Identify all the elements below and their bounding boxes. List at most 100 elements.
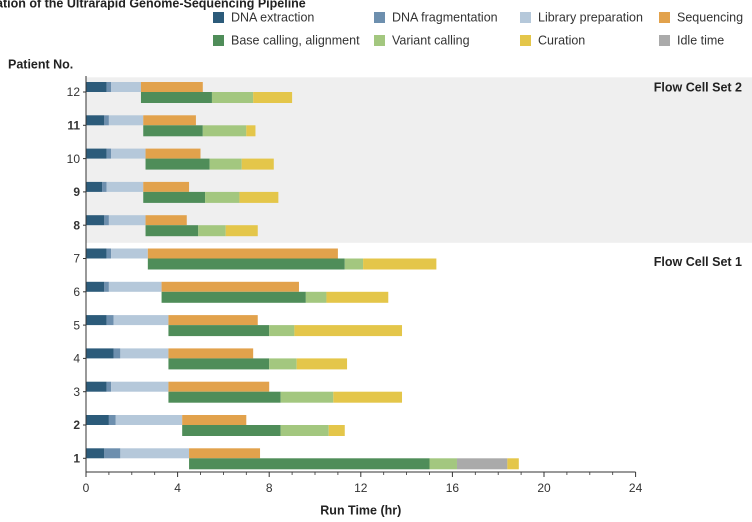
patient-row-2: 2: [73, 415, 345, 436]
bar-2-variant_calling: [280, 425, 329, 436]
legend-label-dna_fragmentation: DNA fragmentation: [392, 10, 498, 24]
bar-8-curation: [225, 225, 258, 237]
bar-4-dna_extraction: [86, 348, 114, 359]
bar-9-variant_calling: [205, 191, 240, 203]
bar-4-base_calling: [168, 358, 270, 370]
patient-row-3: 3: [73, 381, 403, 403]
patient-row-12: 12: [67, 82, 293, 103]
bar-10-dna_fragmentation: [106, 148, 112, 159]
bar-6-variant_calling: [305, 291, 327, 303]
patient-label-4: 4: [73, 352, 80, 366]
bar-11-dna_extraction: [86, 115, 105, 126]
group-label-flow-cell-set-1: Flow Cell Set 1: [654, 255, 742, 269]
patient-label-7: 7: [73, 252, 80, 266]
bar-12-base_calling: [140, 92, 212, 103]
legend-label-library_preparation: Library preparation: [538, 10, 643, 24]
legend-swatch-sequencing: [659, 12, 670, 23]
bar-9-sequencing: [143, 181, 190, 192]
bar-9-base_calling: [143, 191, 206, 203]
bar-8-library_preparation: [108, 215, 146, 226]
bar-8-dna_fragmentation: [104, 215, 109, 226]
bar-11-dna_fragmentation: [104, 115, 109, 126]
legend-label-idle_time: Idle time: [677, 33, 724, 47]
bar-12-dna_fragmentation: [106, 82, 112, 92]
bar-1-library_preparation: [120, 448, 190, 459]
x-tick-label-16: 16: [446, 481, 460, 495]
x-tick-label-4: 4: [174, 481, 181, 495]
bar-7-variant_calling: [344, 258, 364, 270]
bar-10-base_calling: [145, 158, 210, 170]
bar-9-curation: [239, 191, 279, 203]
bar-4-variant_calling: [269, 358, 297, 370]
bar-11-curation: [246, 125, 256, 137]
bar-4-curation: [296, 358, 348, 370]
y-axis-title: Patient No.: [8, 57, 73, 71]
bar-4-library_preparation: [120, 348, 169, 359]
bar-8-sequencing: [145, 215, 187, 226]
patient-row-4: 4: [73, 348, 348, 370]
bar-7-base_calling: [147, 258, 345, 270]
bar-5-base_calling: [168, 325, 270, 337]
bar-5-dna_fragmentation: [106, 315, 114, 326]
bar-10-variant_calling: [209, 158, 242, 170]
patient-label-2: 2: [73, 418, 80, 432]
bar-5-sequencing: [168, 315, 258, 326]
bar-6-dna_fragmentation: [104, 281, 109, 292]
bar-7-sequencing: [147, 248, 338, 259]
bar-10-sequencing: [145, 148, 201, 159]
legend-label-dna_extraction: DNA extraction: [231, 10, 314, 24]
legend-swatch-idle_time: [659, 35, 670, 46]
chart-title: ation of the Ultrarapid Genome-Sequencin…: [0, 0, 306, 10]
legend-label-variant_calling: Variant calling: [392, 33, 470, 47]
bar-1-dna_fragmentation: [104, 448, 121, 459]
bar-3-base_calling: [168, 391, 281, 403]
bar-2-dna_extraction: [86, 415, 109, 425]
patient-label-1: 1: [73, 451, 80, 465]
legend-swatch-dna_fragmentation: [374, 12, 385, 23]
x-axis-title: Run Time (hr): [320, 503, 401, 517]
x-tick-label-12: 12: [354, 481, 368, 495]
legend-swatch-variant_calling: [374, 35, 385, 46]
bar-3-dna_fragmentation: [106, 381, 112, 392]
patient-label-12: 12: [67, 85, 81, 99]
patient-label-10: 10: [67, 152, 81, 166]
bar-11-base_calling: [143, 125, 203, 137]
bar-1-base_calling: [189, 458, 430, 470]
bar-3-library_preparation: [111, 381, 169, 392]
bar-5-variant_calling: [269, 325, 295, 337]
legend-label-curation: Curation: [538, 33, 585, 47]
bar-11-variant_calling: [202, 125, 247, 137]
bar-3-sequencing: [168, 381, 270, 392]
bar-5-dna_extraction: [86, 315, 107, 326]
bar-9-dna_fragmentation: [102, 181, 107, 192]
bar-9-library_preparation: [106, 181, 144, 192]
bar-10-library_preparation: [111, 148, 146, 159]
bar-8-variant_calling: [198, 225, 226, 237]
x-tick-label-8: 8: [266, 481, 273, 495]
patient-row-9: 9: [73, 181, 279, 203]
bar-6-base_calling: [161, 291, 306, 303]
bar-1-sequencing: [189, 448, 261, 459]
patient-label-3: 3: [73, 385, 80, 399]
patient-label-6: 6: [73, 285, 80, 299]
bar-8-dna_extraction: [86, 215, 105, 226]
bar-5-library_preparation: [113, 315, 169, 326]
bar-6-sequencing: [161, 281, 299, 292]
bar-5-curation: [294, 325, 403, 337]
bar-6-library_preparation: [108, 281, 162, 292]
patient-row-6: 6: [73, 281, 389, 303]
legend-swatch-dna_extraction: [213, 12, 224, 23]
bar-7-curation: [363, 258, 437, 270]
bar-2-sequencing: [182, 415, 247, 425]
group-label-flow-cell-set-2: Flow Cell Set 2: [654, 80, 742, 94]
legend-label-sequencing: Sequencing: [677, 10, 743, 24]
patient-label-5: 5: [73, 318, 80, 332]
patient-row-11: 11: [67, 115, 256, 137]
bar-2-library_preparation: [115, 415, 183, 425]
bar-4-sequencing: [168, 348, 254, 359]
legend-swatch-curation: [520, 35, 531, 46]
bar-3-curation: [333, 391, 403, 403]
bar-7-dna_fragmentation: [106, 248, 112, 259]
bar-7-library_preparation: [111, 248, 148, 259]
